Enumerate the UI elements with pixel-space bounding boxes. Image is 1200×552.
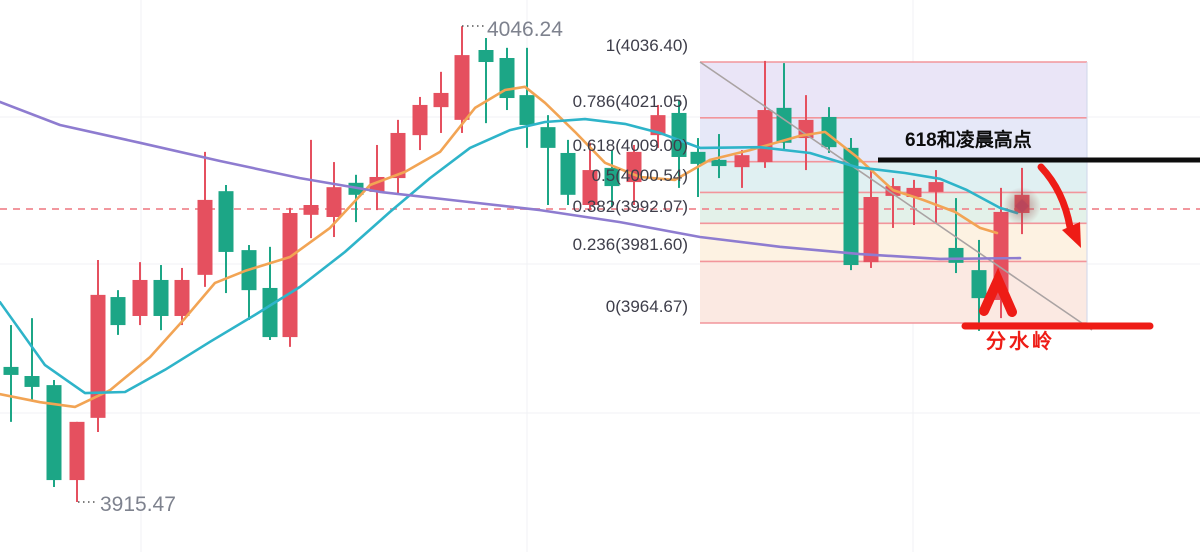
candle-body (454, 55, 470, 120)
fib-band (700, 62, 1087, 118)
candle-body (863, 196, 879, 263)
candle-body (110, 297, 126, 326)
candle-body (734, 155, 750, 168)
candle-body (776, 107, 792, 143)
candle-body (3, 366, 19, 375)
fib-level-label: 1(4036.40) (605, 36, 688, 55)
fib-level-label: 0.618(4009.00) (572, 135, 688, 155)
candle-body (582, 170, 598, 206)
candle-body (671, 112, 687, 157)
resistance-note-label: 618和凌晨高点 (905, 130, 1032, 151)
candle-body (690, 151, 706, 164)
candle-body (326, 187, 342, 218)
candle-body (928, 182, 944, 192)
candle-body (650, 115, 666, 136)
candle-body (218, 191, 234, 252)
candle-body (390, 132, 406, 179)
fib-level-label: 0.382(3992.07) (572, 197, 688, 217)
candle-body (626, 151, 642, 183)
candle-body (303, 205, 319, 215)
candle-body (971, 270, 987, 299)
candle-body (412, 104, 428, 136)
candle-body (90, 294, 106, 418)
candle-body (282, 213, 298, 338)
candle-body (262, 287, 278, 338)
watershed-label: 分水岭 (986, 331, 1055, 353)
fib-level-label: 0.786(4021.05) (572, 91, 688, 111)
up-arrow (979, 267, 1017, 317)
candle-body (24, 376, 40, 387)
low-price-label: 3915.47 (100, 493, 176, 516)
ma-slow-purple (0, 100, 1022, 261)
candle-body (843, 147, 859, 266)
candle-body (153, 279, 169, 316)
candle-body (757, 110, 773, 163)
fib-band (700, 261, 1087, 323)
candle-body (906, 187, 922, 197)
ma-fast-orange (0, 85, 999, 409)
candle-body (519, 95, 535, 125)
candle-body (478, 50, 494, 63)
candle-body (560, 152, 576, 195)
fib-level-label: 0.236(3981.60) (572, 235, 688, 255)
candle-body (948, 247, 964, 263)
high-price-label: 4046.24 (487, 18, 563, 41)
candle-body (711, 159, 727, 167)
down-arrow-shaft (1037, 163, 1074, 231)
ma-mid-cyan (0, 117, 1019, 395)
candle-body (132, 279, 148, 316)
fib-level-label: 0(3964.67) (605, 297, 688, 316)
descending-trend-line (699, 61, 1093, 331)
candle-body (69, 421, 85, 481)
candle-body (433, 92, 449, 108)
fib-level-label: 0.5(4000.54) (591, 166, 688, 186)
candle-body (604, 167, 620, 187)
price-marker-diamond (1015, 199, 1029, 213)
candle-body (540, 127, 556, 148)
candle-body (197, 199, 213, 275)
down-arrow-head (1062, 222, 1081, 248)
candle-body (174, 279, 190, 316)
candle-body (46, 385, 62, 481)
